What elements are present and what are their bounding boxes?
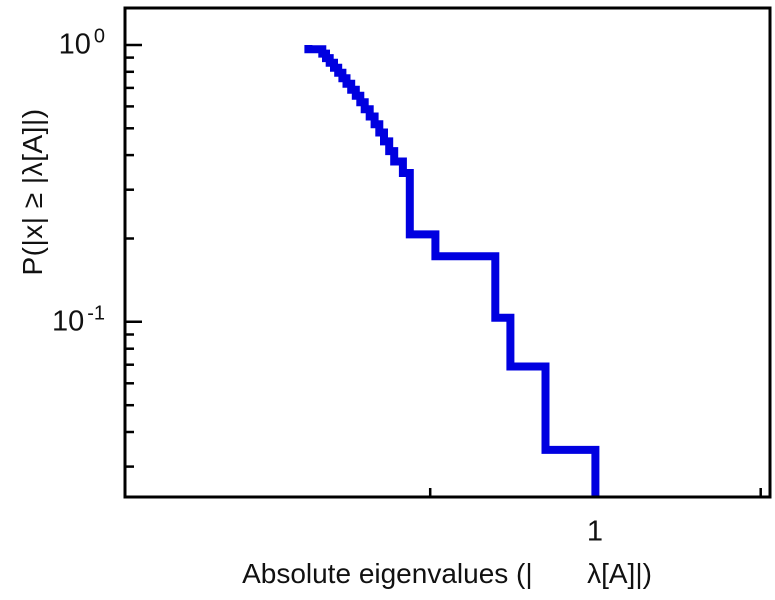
y-tick-exponent: 0 [93, 25, 105, 48]
y-tick-label-10e0: 10 0 [58, 27, 105, 61]
ccdf-step-line [304, 45, 600, 497]
y-tick-base: 10 [58, 28, 91, 61]
plot-border [123, 6, 772, 499]
axis-ticks [125, 43, 762, 497]
x-axis-label: Absolute eigenvalues (| λ[A]|) [242, 558, 652, 589]
x-tick-label-1: 1 [586, 515, 604, 548]
y-axis-label: P(|x| ≥ |λ[A]|) [17, 108, 48, 276]
y-tick-label-10e-1: 10 -1 [51, 304, 105, 338]
y-tick-base: 10 [51, 305, 85, 338]
y-tick-exponent: -1 [87, 302, 105, 325]
